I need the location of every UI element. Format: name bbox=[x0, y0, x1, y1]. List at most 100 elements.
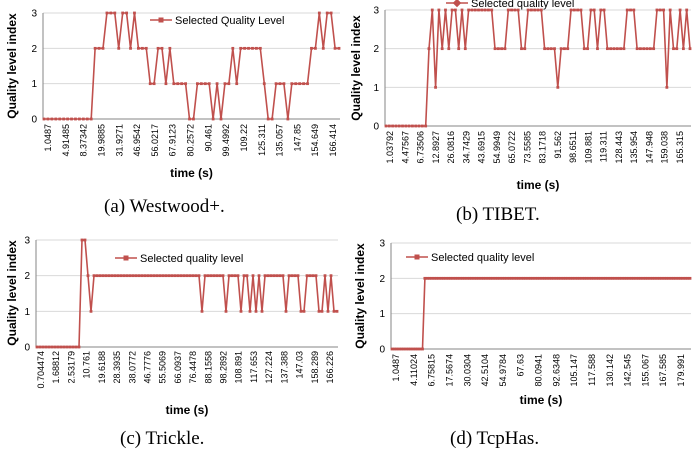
data-point bbox=[529, 8, 533, 12]
data-point bbox=[275, 274, 279, 278]
data-point bbox=[622, 276, 626, 280]
y-tick-label: 1 bbox=[31, 79, 37, 90]
data-point bbox=[639, 47, 642, 51]
data-point bbox=[384, 124, 388, 128]
data-point bbox=[131, 274, 135, 278]
data-point bbox=[568, 276, 572, 280]
data-point bbox=[578, 276, 582, 280]
data-point bbox=[116, 274, 120, 278]
data-point bbox=[453, 8, 457, 12]
data-point bbox=[559, 276, 563, 280]
legend: Selected quality level bbox=[406, 252, 534, 264]
legend-label: Selected quality level bbox=[431, 252, 534, 264]
data-point bbox=[306, 82, 309, 86]
chart-panel-trickle: 0 1 2 3 0.704474 1.68812 2.53179 10.761 19.6188 2… bbox=[0, 230, 348, 459]
x-tick-label: 137.388 bbox=[279, 351, 289, 384]
data-point bbox=[215, 82, 219, 86]
data-point bbox=[56, 345, 60, 349]
data-point bbox=[65, 345, 69, 349]
data-point bbox=[486, 276, 490, 280]
data-point bbox=[310, 46, 313, 50]
data-point bbox=[397, 124, 401, 128]
data-point bbox=[224, 309, 228, 313]
data-point bbox=[424, 124, 428, 128]
x-tick-label: 2.53179 bbox=[66, 351, 76, 384]
data-point bbox=[667, 276, 671, 280]
y-axis-title: Quality level index bbox=[349, 15, 363, 121]
data-point bbox=[140, 46, 144, 50]
chart-panel-tcphas: 0 1 2 3 1.0487 4.11024 6.75815 17.5674 30.0304 42… bbox=[348, 230, 696, 459]
legend-marker bbox=[452, 0, 462, 8]
x-tick-label: 128.443 bbox=[614, 131, 624, 164]
data-point bbox=[180, 82, 184, 86]
x-tick-label: 6.73506 bbox=[416, 131, 426, 164]
data-point bbox=[444, 8, 447, 12]
data-point bbox=[160, 46, 164, 50]
data-point bbox=[447, 47, 451, 51]
x-tick-label: 125.311 bbox=[257, 124, 267, 156]
x-tick-label: 108.891 bbox=[234, 351, 244, 384]
x-tick-label: 4.47567 bbox=[400, 131, 410, 164]
data-point bbox=[212, 274, 216, 278]
x-tick-label: 1.68812 bbox=[51, 351, 61, 384]
data-point bbox=[457, 47, 461, 51]
data-point bbox=[414, 124, 418, 128]
data-point bbox=[549, 47, 553, 51]
data-point bbox=[602, 8, 606, 12]
data-point bbox=[653, 276, 657, 280]
x-tick-label: 109.881 bbox=[583, 131, 593, 164]
y-tick-label: 2 bbox=[31, 44, 37, 55]
x-tick-label: 38.0772 bbox=[127, 351, 137, 384]
data-point bbox=[179, 274, 183, 278]
data-point bbox=[121, 11, 125, 15]
data-point bbox=[223, 82, 227, 86]
data-point bbox=[589, 8, 593, 12]
data-point bbox=[98, 274, 102, 278]
data-point bbox=[547, 276, 551, 280]
data-point bbox=[417, 124, 421, 128]
data-point bbox=[117, 46, 121, 50]
data-point bbox=[170, 274, 174, 278]
data-point bbox=[629, 276, 633, 280]
data-point bbox=[119, 274, 123, 278]
x-tick-label: 91.562 bbox=[553, 131, 563, 159]
data-point bbox=[203, 82, 207, 86]
data-point bbox=[500, 276, 504, 280]
caption-westwood: (a) Westwood+. bbox=[104, 196, 225, 217]
data-point bbox=[286, 117, 290, 121]
data-point bbox=[149, 274, 153, 278]
data-point bbox=[199, 82, 203, 86]
data-point bbox=[168, 46, 172, 50]
data-point bbox=[109, 11, 113, 15]
x-tick-label: 19.9885 bbox=[96, 124, 106, 157]
data-point bbox=[243, 46, 246, 50]
data-point bbox=[458, 276, 462, 280]
data-point bbox=[434, 85, 437, 89]
data-point bbox=[590, 276, 593, 280]
x-tick-label: 159.038 bbox=[660, 131, 670, 164]
data-point bbox=[612, 47, 616, 51]
data-point bbox=[50, 345, 54, 349]
data-point bbox=[129, 46, 132, 50]
data-point bbox=[122, 274, 126, 278]
data-point bbox=[646, 276, 650, 280]
y-tick-label: 3 bbox=[379, 239, 385, 250]
data-point bbox=[185, 274, 189, 278]
data-point bbox=[618, 276, 622, 280]
data-point bbox=[477, 8, 480, 12]
data-point bbox=[467, 8, 471, 12]
caption-trickle: (c) Trickle. bbox=[120, 428, 205, 449]
x-tick-label: 56.0217 bbox=[150, 124, 160, 157]
data-point bbox=[113, 11, 117, 15]
data-point bbox=[668, 8, 672, 12]
data-point bbox=[80, 238, 84, 242]
data-point bbox=[207, 82, 211, 86]
data-point bbox=[599, 8, 603, 12]
legend-marker bbox=[123, 255, 129, 261]
data-point bbox=[245, 274, 249, 278]
chart-tibet: 0 1 2 3 1.03792 4.47567 6.73506 12.8927 26.0816 3… bbox=[349, 0, 692, 192]
data-point bbox=[172, 82, 176, 86]
x-tick-label: 105.147 bbox=[569, 354, 579, 387]
data-point bbox=[197, 274, 201, 278]
data-point bbox=[644, 276, 647, 280]
